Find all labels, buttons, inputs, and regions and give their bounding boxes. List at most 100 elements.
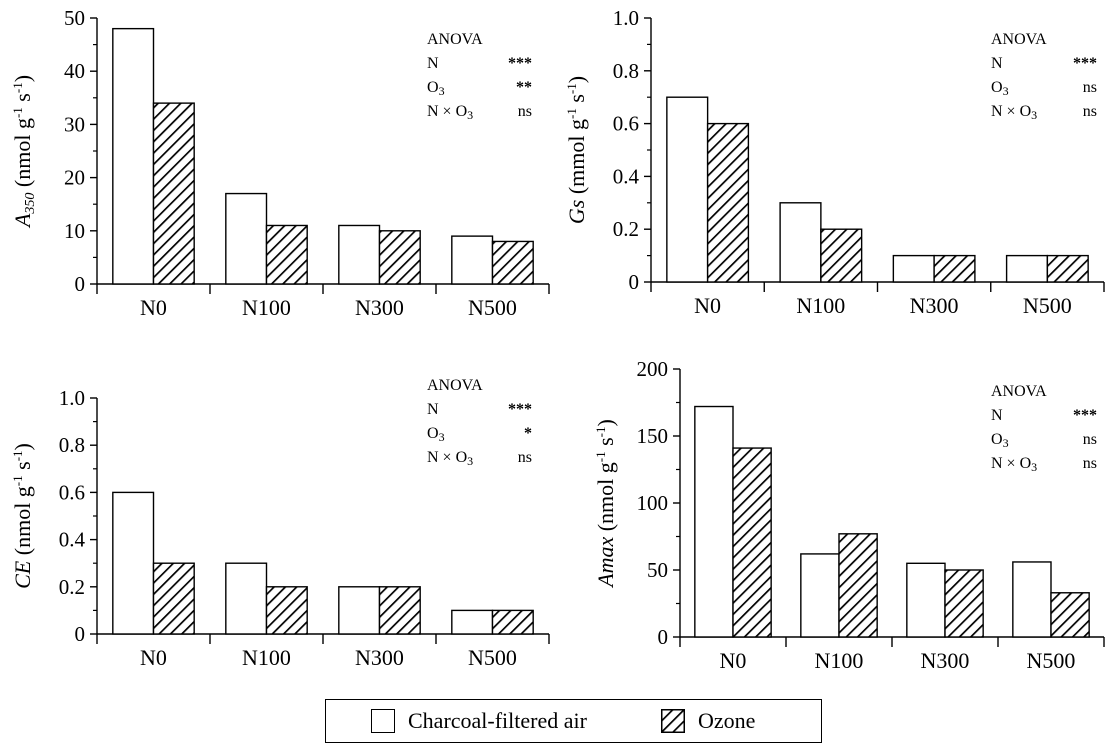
y-tick-label-a350: 30 <box>64 112 85 136</box>
y-tick-label-gs: 0.6 <box>613 112 639 136</box>
anova-significance-ce: *** <box>508 401 532 418</box>
x-tick-label-a350: N0 <box>140 295 167 320</box>
anova-factor-a350: O3 <box>427 79 445 98</box>
anova-factor-ce: N <box>427 401 439 418</box>
bar-charcoal-amax <box>800 553 840 638</box>
x-tick-label-a350: N100 <box>242 295 291 320</box>
anova-factor-gs: N × O3 <box>991 103 1037 122</box>
anova-factor-gs: N <box>991 55 1003 72</box>
anova-significance-amax: ns <box>1083 431 1097 448</box>
anova-significance-gs: ns <box>1083 79 1097 96</box>
y-tick-label-a350: 50 <box>64 6 85 30</box>
anova-significance-gs: *** <box>1073 55 1097 72</box>
bar-charcoal-amax <box>1012 561 1052 638</box>
y-tick-label-a350: 0 <box>75 272 86 296</box>
y-tick-label-amax: 100 <box>637 491 669 515</box>
bar-ozone-ce <box>491 609 534 635</box>
y-axis-label-gs: Gs (mmol g-1 s-1) <box>564 76 589 224</box>
bar-ozone-amax <box>732 447 772 638</box>
y-tick-label-amax: 50 <box>647 558 668 582</box>
anova-significance-a350: ** <box>516 79 532 96</box>
anova-significance-gs: ns <box>1083 103 1097 120</box>
bar-ozone-a350 <box>378 230 421 285</box>
legend-label-charcoal: Charcoal-filtered air <box>408 708 587 733</box>
anova-factor-ce: N × O3 <box>427 449 473 468</box>
x-tick-label-ce: N100 <box>242 645 291 670</box>
anova-significance-ce: ns <box>518 449 532 466</box>
bar-charcoal-gs <box>892 254 935 283</box>
y-tick-label-ce: 0.6 <box>59 480 85 504</box>
x-tick-label-amax: N500 <box>1027 648 1076 673</box>
legend: Charcoal-filtered air Ozone <box>325 699 822 743</box>
y-tick-label-ce: 0.2 <box>59 575 85 599</box>
y-tick-label-ce: 0.8 <box>59 433 85 457</box>
anova-factor-gs: O3 <box>991 79 1009 98</box>
y-tick-label-ce: 0 <box>75 622 86 646</box>
x-tick-label-gs: N100 <box>796 293 845 318</box>
x-tick-label-gs: N0 <box>694 293 721 318</box>
y-tick-label-gs: 1.0 <box>613 6 639 30</box>
anova-factor-amax: N <box>991 407 1003 424</box>
y-tick-label-gs: 0.2 <box>613 217 639 241</box>
x-tick-label-ce: N300 <box>355 645 404 670</box>
bar-ozone-a350 <box>491 240 534 285</box>
bar-charcoal-amax <box>906 562 946 638</box>
bar-charcoal-gs <box>779 202 822 283</box>
legend-swatch-open <box>371 709 395 733</box>
y-tick-label-gs: 0.4 <box>613 164 640 188</box>
anova-significance-amax: *** <box>1073 407 1097 424</box>
panel-ce: 0 0.2 0.4 0.6 0.8 1.0 N0 N100 N300 N500 CE (nmol g… <box>10 377 550 670</box>
bar-ozone-a350 <box>265 224 308 285</box>
panel-amax: 0 50 100 150 200 N0 N100 N300 N500 Amax (nmol g-1… <box>593 357 1105 673</box>
y-tick-label-gs: 0 <box>629 270 640 294</box>
anova-factor-amax: O3 <box>991 431 1009 450</box>
x-tick-label-gs: N300 <box>910 293 959 318</box>
anova-significance-a350: *** <box>508 55 532 72</box>
x-tick-label-amax: N300 <box>921 648 970 673</box>
y-tick-label-amax: 200 <box>637 357 669 381</box>
anova-title-amax: ANOVA <box>991 383 1047 400</box>
anova-factor-a350: N <box>427 55 439 72</box>
bar-charcoal-a350 <box>338 224 381 285</box>
bar-charcoal-ce <box>225 562 268 635</box>
bar-ozone-ce <box>378 586 421 635</box>
bar-ozone-ce <box>265 586 308 635</box>
anova-significance-a350: ns <box>518 103 532 120</box>
panel-gs: 0 0.2 0.4 0.6 0.8 1.0 N0 N100 N300 N500 Gs (mmol g… <box>564 6 1105 318</box>
bar-ozone-ce <box>152 562 195 635</box>
anova-title-gs: ANOVA <box>991 31 1047 48</box>
y-tick-label-a350: 10 <box>64 219 85 243</box>
anova-title-ce: ANOVA <box>427 377 483 394</box>
bar-ozone-amax <box>1050 592 1090 638</box>
y-axis-label-ce: CE (nmol g-1 s-1) <box>10 443 35 589</box>
y-tick-label-ce: 0.4 <box>59 528 86 552</box>
y-tick-label-a350: 20 <box>64 166 85 190</box>
x-tick-label-gs: N500 <box>1023 293 1072 318</box>
x-tick-label-ce: N0 <box>140 645 167 670</box>
panel-a350: 0 10 20 30 40 50 N0 N100 N300 N500 A350 (nmol g-1 … <box>10 6 550 320</box>
bar-charcoal-ce <box>451 609 494 635</box>
anova-factor-amax: N × O3 <box>991 455 1037 474</box>
bar-ozone-gs <box>933 254 976 283</box>
y-tick-label-amax: 150 <box>637 424 669 448</box>
y-tick-label-a350: 40 <box>64 59 85 83</box>
bar-charcoal-gs <box>1005 254 1049 283</box>
bar-charcoal-a350 <box>451 235 494 285</box>
bar-ozone-amax <box>944 569 984 638</box>
legend-label-ozone: Ozone <box>698 708 756 733</box>
legend-item-ozone: Ozone <box>661 707 755 735</box>
legend-item-charcoal: Charcoal-filtered air <box>371 707 587 735</box>
y-axis-label-a350: A350 (nmol g-1 s-1) <box>10 75 38 229</box>
y-tick-label-gs: 0.8 <box>613 59 639 83</box>
y-tick-label-ce: 1.0 <box>59 386 85 410</box>
bar-charcoal-a350 <box>225 192 268 285</box>
x-tick-label-a350: N500 <box>468 295 517 320</box>
y-tick-label-amax: 0 <box>658 625 669 649</box>
bar-ozone-amax <box>838 533 878 638</box>
anova-title-a350: ANOVA <box>427 31 483 48</box>
anova-factor-ce: O3 <box>427 425 445 444</box>
anova-significance-amax: ns <box>1083 455 1097 472</box>
bar-ozone-gs <box>820 228 863 283</box>
legend-swatch-hatched <box>661 709 685 733</box>
